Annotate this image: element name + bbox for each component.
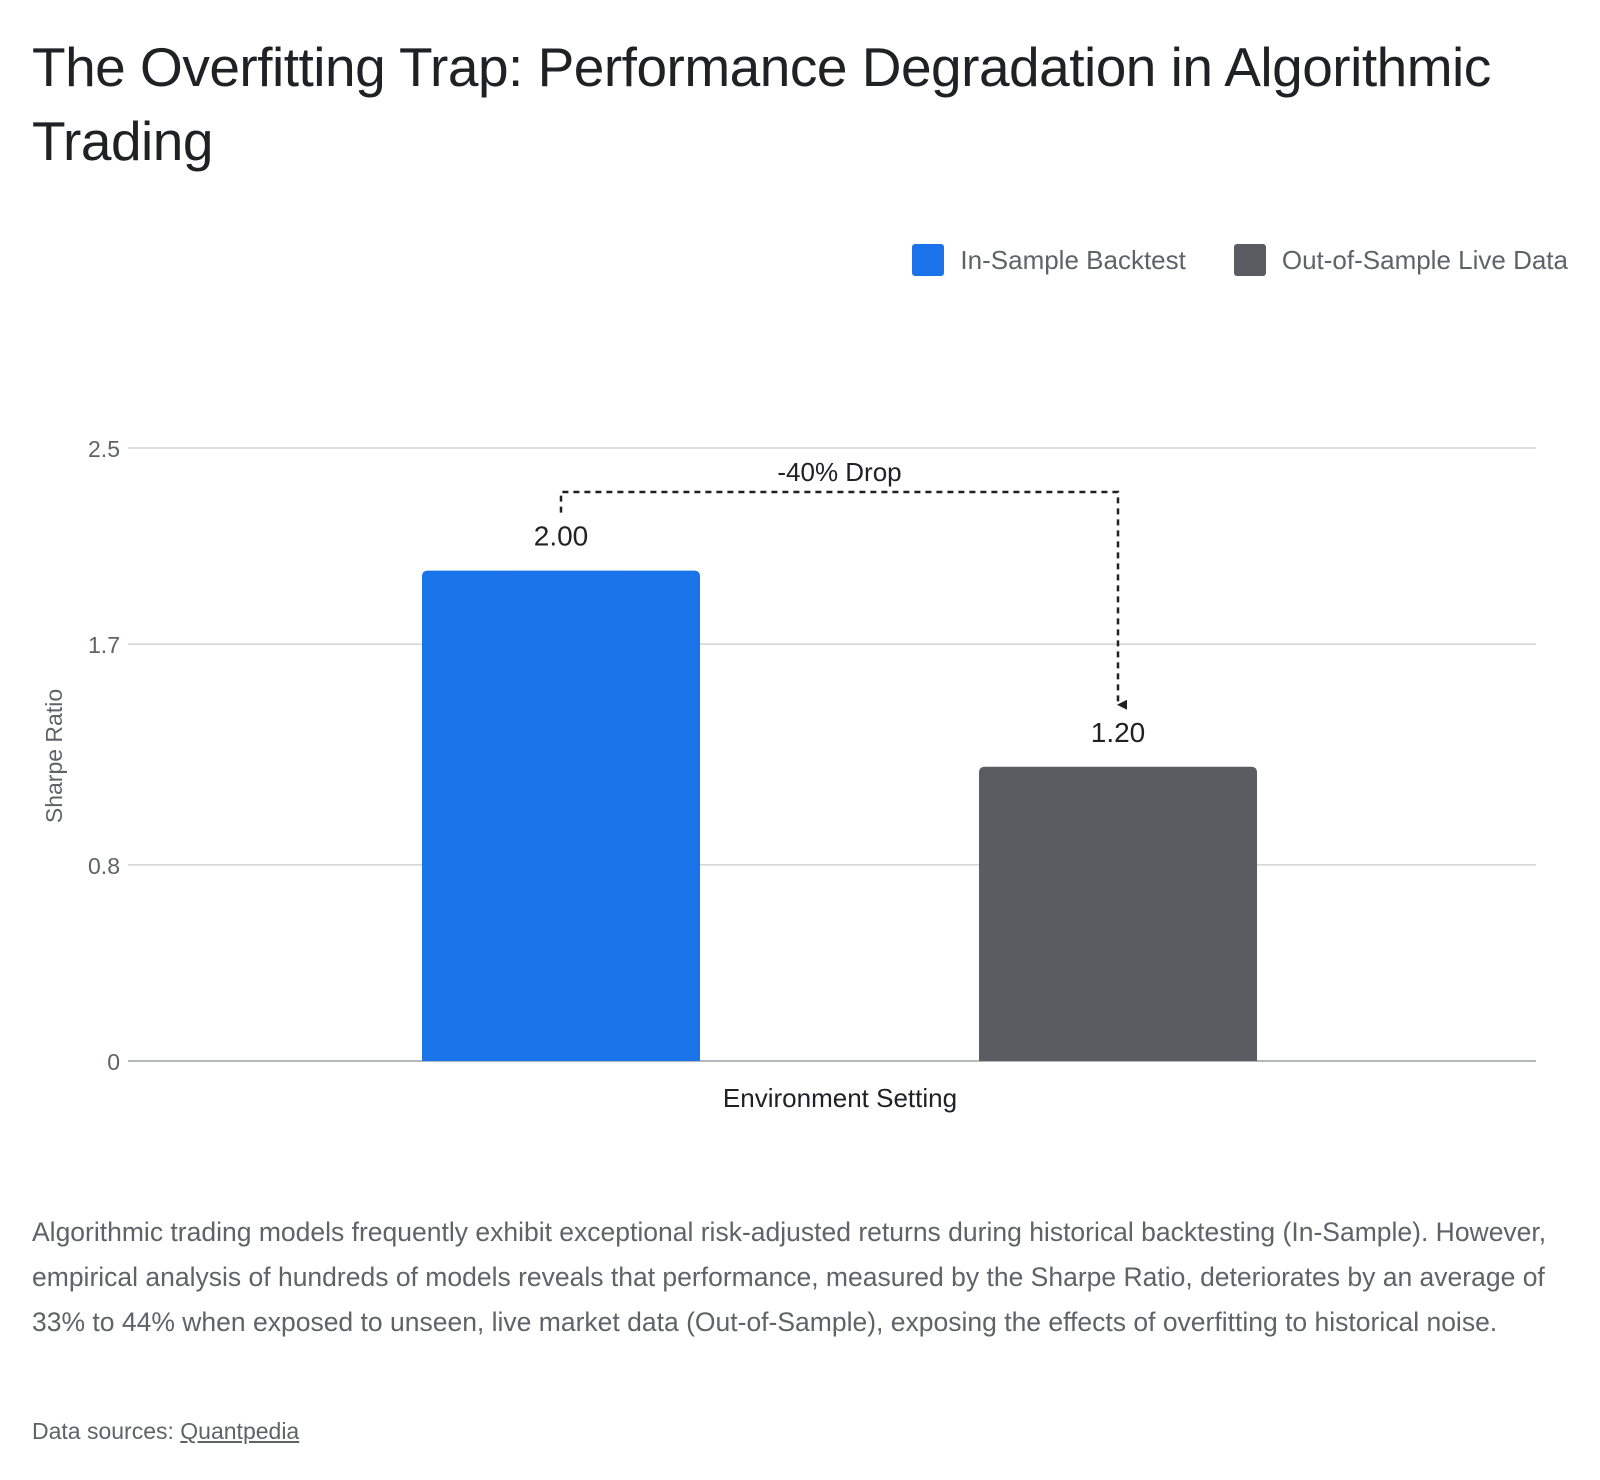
drop-annotation-label: -40% Drop <box>777 457 901 487</box>
chart-description: Algorithmic trading models frequently ex… <box>32 1217 1547 1337</box>
bars <box>422 570 1257 1061</box>
bar-chart: -40% Drop 0 0.8 1.7 2.5 2.00 1.20 Environment … <box>41 436 1536 1113</box>
legend: In-Sample Backtest Out-of-Sample Live Da… <box>912 244 1568 276</box>
source-link-quantpedia[interactable]: Quantpedia <box>180 1418 300 1444</box>
legend-swatch-out-of-sample <box>1233 244 1266 276</box>
legend-item-out-of-sample: Out-of-Sample Live Data <box>1233 244 1568 276</box>
data-label-out-of-sample: 1.20 <box>1091 717 1146 748</box>
bar-out-of-sample <box>979 766 1257 1061</box>
y-tick-label: 0.8 <box>88 853 120 879</box>
drop-arrow <box>559 490 1127 710</box>
gridlines <box>128 447 1536 1062</box>
y-tick-label: 0 <box>107 1049 120 1075</box>
sources-prefix: Data sources: <box>32 1418 181 1444</box>
legend-item-in-sample: In-Sample Backtest <box>912 244 1186 276</box>
y-axis-title: Sharpe Ratio <box>41 689 67 823</box>
drop-annotation: -40% Drop <box>559 457 1127 710</box>
chart-title: The Overfitting Trap: Performance Degrad… <box>32 36 1491 172</box>
data-sources: Data sources: Quantpedia <box>32 1418 299 1445</box>
y-tick-label: 1.7 <box>88 632 120 658</box>
y-tick-label: 2.5 <box>88 436 120 462</box>
x-axis-title: Environment Setting <box>723 1083 957 1113</box>
legend-label-in-sample: In-Sample Backtest <box>960 244 1186 275</box>
bar-in-sample <box>422 570 700 1061</box>
legend-label-out-of-sample: Out-of-Sample Live Data <box>1281 244 1568 275</box>
data-label-in-sample: 2.00 <box>534 521 589 552</box>
legend-swatch-in-sample <box>912 244 945 276</box>
axis-labels: 0 0.8 1.7 2.5 2.00 1.20 Environment Setting Sha… <box>41 436 1145 1113</box>
